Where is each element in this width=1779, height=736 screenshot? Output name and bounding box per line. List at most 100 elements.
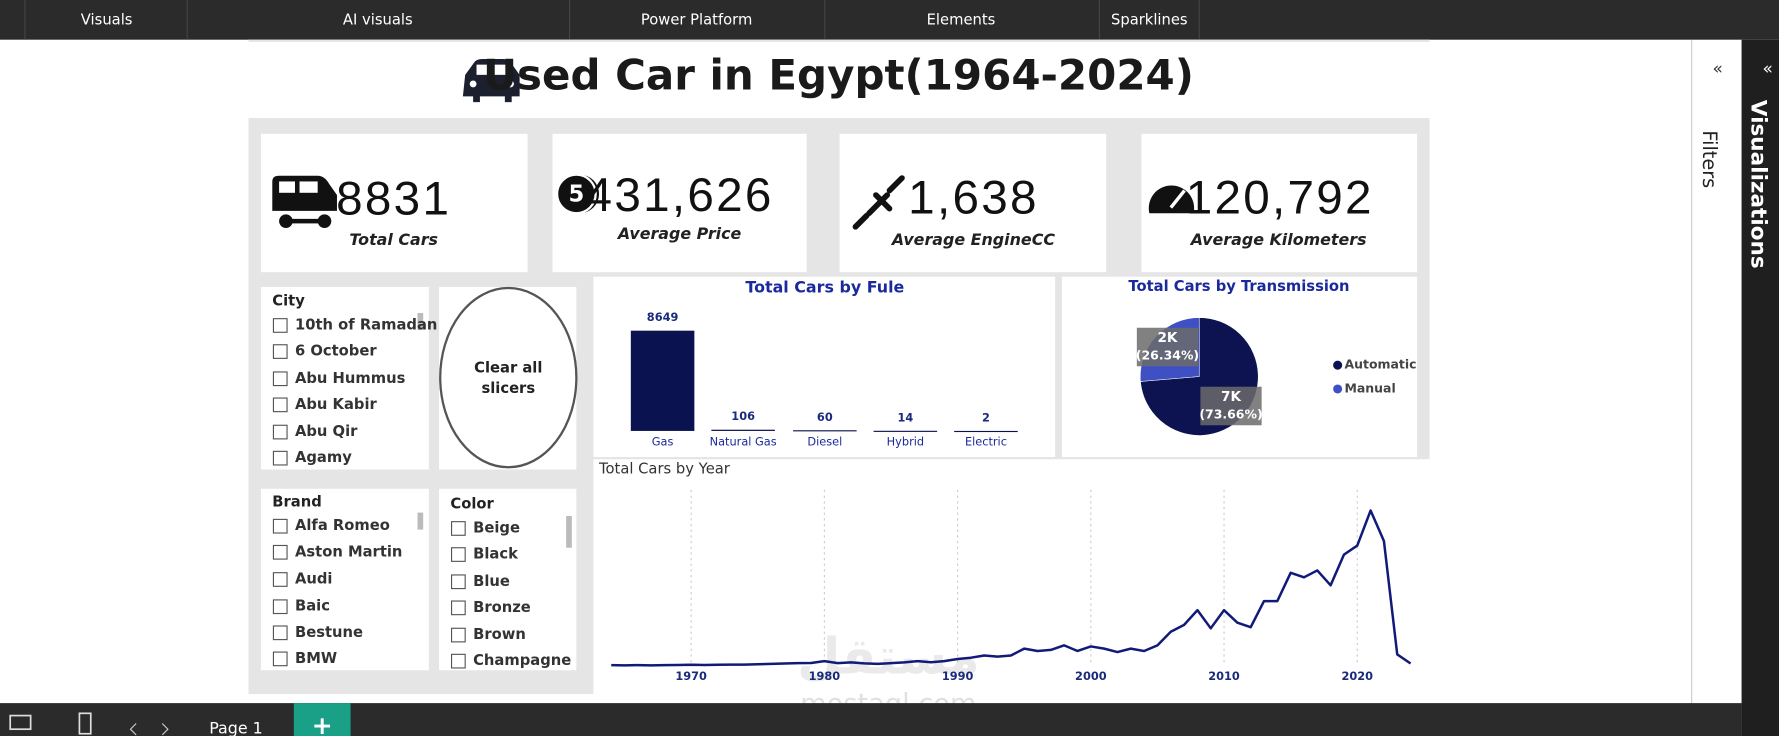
ribbon-tab[interactable]: Sparklines xyxy=(1111,11,1188,28)
x-tick-label: 1990 xyxy=(942,669,974,683)
title-tile xyxy=(248,41,1430,118)
slicer-checkbox[interactable] xyxy=(272,518,288,534)
data-label-box xyxy=(1136,327,1199,367)
legend-label[interactable]: Automatic xyxy=(1344,357,1416,372)
legend-label[interactable]: Manual xyxy=(1344,380,1395,395)
card-value: 120,792 xyxy=(1186,171,1374,224)
slicer-item[interactable]: Aston Martin xyxy=(295,543,402,560)
scrollbar[interactable] xyxy=(566,515,572,548)
slicer-item[interactable]: 6 October xyxy=(295,343,377,360)
x-tick-label: Natural Gas xyxy=(710,434,777,448)
slicer-checkbox[interactable] xyxy=(450,627,466,643)
slicer xyxy=(260,488,429,671)
slicer-checkbox[interactable] xyxy=(272,397,288,413)
slicer-item[interactable]: Brown xyxy=(473,626,526,643)
slicer-checkbox[interactable] xyxy=(272,344,288,359)
slicer-checkbox[interactable] xyxy=(450,521,466,536)
slicer-item[interactable]: 10th of Ramadan xyxy=(295,316,437,333)
card-value: 1,638 xyxy=(908,171,1039,224)
page-tab[interactable]: Page 1 xyxy=(209,719,263,736)
slicer-checkbox[interactable] xyxy=(450,600,466,616)
page-nav[interactable] xyxy=(129,723,169,736)
slicer-item[interactable]: Agamy xyxy=(295,449,352,466)
data-label: 8649 xyxy=(647,310,679,324)
filters-pane-label[interactable]: Filters xyxy=(1698,130,1721,188)
slicer-item[interactable]: Black xyxy=(473,546,519,563)
slicer-checkbox[interactable] xyxy=(450,547,466,562)
data-label: 7K xyxy=(1221,389,1241,405)
card-label: Average Kilometers xyxy=(1189,230,1367,249)
slicer-checkbox[interactable] xyxy=(450,653,466,669)
card-label: Average EngineCC xyxy=(890,230,1055,249)
scrollbar[interactable] xyxy=(417,312,424,331)
ribbon-tab[interactable]: Power Platform xyxy=(641,11,752,28)
visualizations-pane xyxy=(1741,39,1779,736)
ribbon-tab[interactable]: Visuals xyxy=(81,11,133,28)
data-label: 2K xyxy=(1157,330,1177,346)
slicer-checkbox[interactable] xyxy=(272,651,288,667)
collapse-icon[interactable]: « xyxy=(1762,59,1772,79)
x-tick-label: 2010 xyxy=(1208,669,1240,683)
add-page-label[interactable]: + xyxy=(312,711,333,736)
bar xyxy=(630,330,695,431)
slicer-checkbox[interactable] xyxy=(450,574,466,590)
data-label: 60 xyxy=(817,410,833,424)
slicer-item[interactable]: Bronze xyxy=(473,599,531,616)
add-page-tab[interactable] xyxy=(293,703,351,736)
slicer-checkbox[interactable] xyxy=(272,318,288,333)
slicer-checkbox[interactable] xyxy=(272,450,288,466)
chart-title: Total Cars by Fule xyxy=(745,278,904,297)
scrollbar[interactable] xyxy=(417,512,424,530)
x-tick-label: 2000 xyxy=(1075,669,1107,683)
x-tick-label: Electric xyxy=(965,434,1007,448)
slicer-item[interactable]: Blue xyxy=(473,573,510,590)
slicer-checkbox[interactable] xyxy=(272,625,288,641)
slicer-item[interactable]: Champagne xyxy=(473,652,571,669)
card-icon-coin: 5 xyxy=(555,173,600,215)
x-tick-label: 1980 xyxy=(809,669,841,683)
slicer-item[interactable]: Abu Qir xyxy=(295,423,358,440)
chart-title: Total Cars by Transmission xyxy=(1128,278,1349,295)
x-tick-label: Diesel xyxy=(807,434,842,448)
desktop-view-icon[interactable] xyxy=(9,714,32,731)
status-bar xyxy=(0,703,1742,736)
report-title: Used Car in Egypt(1964-2024) xyxy=(483,51,1194,100)
line-series xyxy=(611,509,1412,667)
chart-title: Total Cars by Year xyxy=(598,460,731,477)
visualizations-pane-label[interactable]: Visualizations xyxy=(1745,100,1770,269)
slicer-checkbox[interactable] xyxy=(272,599,288,615)
bar xyxy=(954,430,1018,433)
slicer-checkbox[interactable] xyxy=(272,572,288,587)
legend-marker xyxy=(1333,384,1343,394)
slicer-item[interactable]: Beige xyxy=(473,519,520,536)
card-icon-sparkplug xyxy=(852,175,905,230)
mobile-view-icon[interactable] xyxy=(78,712,92,735)
clear-slicers-button[interactable] xyxy=(439,286,578,469)
data-label: 2 xyxy=(982,410,990,424)
bar xyxy=(793,430,857,432)
slicer-item[interactable]: Bestune xyxy=(295,624,363,641)
car-icon xyxy=(462,58,520,103)
slicer-title: City xyxy=(272,293,305,310)
data-label-box xyxy=(1200,386,1262,426)
data-label: 14 xyxy=(898,410,914,424)
collapse-icon[interactable]: « xyxy=(1713,59,1723,79)
slicer-title: Brand xyxy=(272,493,321,510)
ribbon-tab[interactable]: AI visuals xyxy=(343,11,413,28)
x-tick-label: Hybrid xyxy=(887,434,924,448)
slicer-item[interactable]: Audi xyxy=(295,571,333,588)
svg-text:5: 5 xyxy=(568,182,584,208)
slicer-item[interactable]: Abu Hummus xyxy=(295,370,406,387)
x-tick-label: Gas xyxy=(652,434,674,448)
slicer-checkbox[interactable] xyxy=(272,424,288,440)
slicer-checkbox[interactable] xyxy=(272,544,288,560)
button-label[interactable]: Clear all slicers xyxy=(474,360,542,397)
ribbon-tab[interactable]: Elements xyxy=(927,11,996,28)
bar xyxy=(873,430,938,432)
slicer-item[interactable]: Alfa Romeo xyxy=(295,517,390,534)
slicer-item[interactable]: Abu Kabir xyxy=(295,396,378,413)
slicer-item[interactable]: BMW xyxy=(295,650,337,667)
slicer-item[interactable]: Baic xyxy=(295,598,330,615)
slicer-checkbox[interactable] xyxy=(272,371,288,387)
